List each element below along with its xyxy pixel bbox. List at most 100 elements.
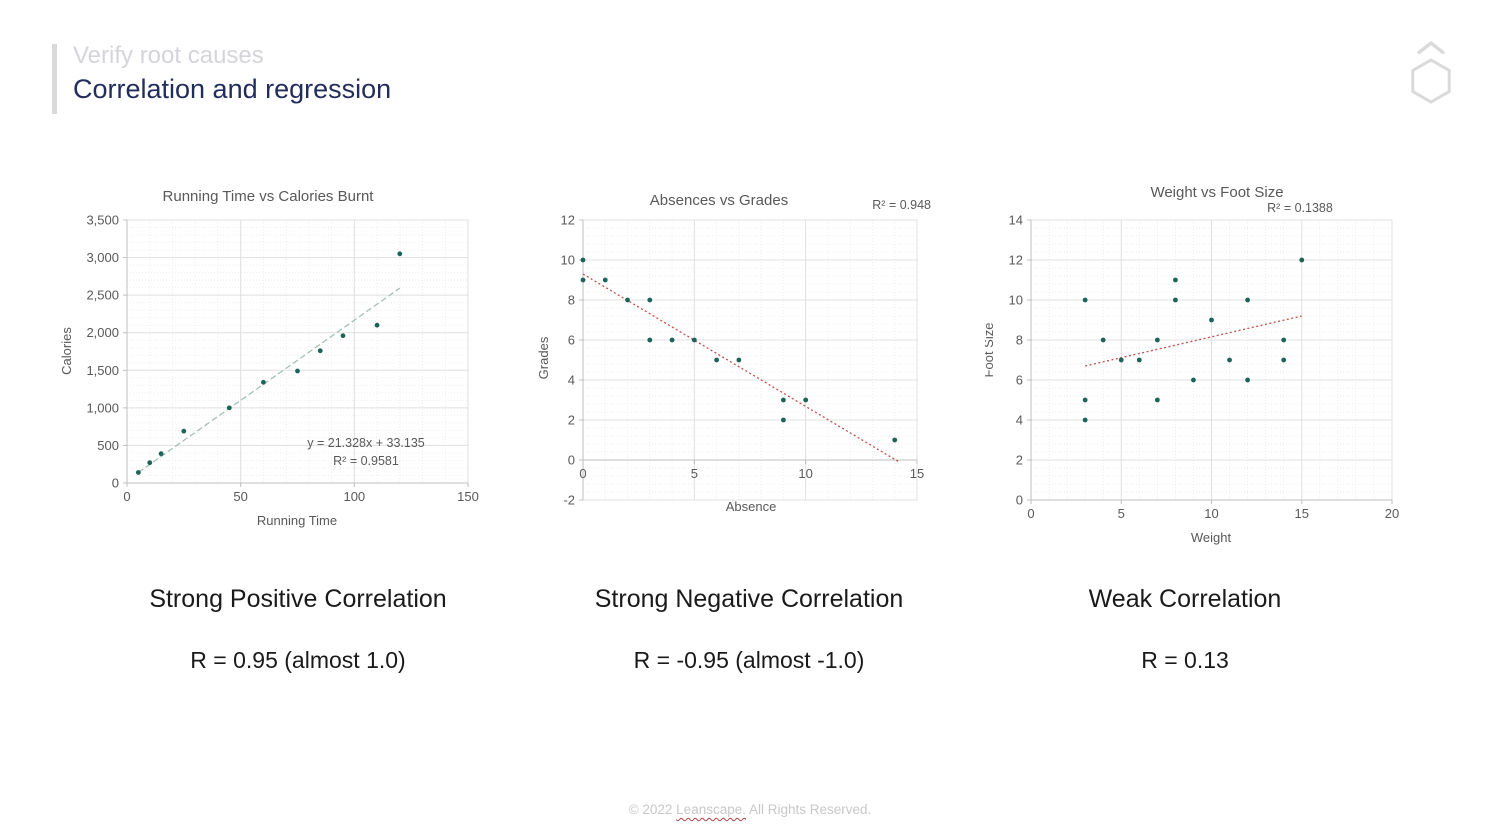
data-point: [226, 405, 232, 411]
scatter-chart-absences-vs-grades: -2 0 2 4 6 8 10 12 0 5 10 15 Absences vs Grades Absen…: [536, 192, 931, 514]
x-tick-label: 50: [233, 489, 247, 504]
data-point: [669, 337, 675, 343]
caption-r-value: R = 0.95 (almost 1.0): [190, 647, 406, 673]
y-tick-label: 2: [568, 413, 575, 428]
y-tick-label: 8: [568, 293, 575, 308]
data-point: [1082, 397, 1088, 403]
x-tick-label: 15: [1295, 506, 1309, 521]
data-point: [580, 257, 586, 263]
trendline-r-squared: R² = 0.9581: [333, 454, 399, 468]
data-point: [625, 297, 630, 303]
x-tick-label: 5: [691, 466, 698, 481]
data-point: [1082, 297, 1088, 303]
x-tick-label: 0: [1027, 506, 1034, 521]
y-tick-label: 12: [1009, 253, 1023, 268]
data-point: [1100, 337, 1106, 343]
y-tick-label: 6: [1016, 373, 1023, 388]
plot-border: [582, 219, 918, 501]
data-point: [1154, 337, 1160, 343]
data-point: [1082, 417, 1088, 423]
data-point: [295, 368, 300, 374]
data-point: [714, 357, 719, 363]
data-point: [135, 470, 141, 475]
data-point: [1245, 377, 1250, 383]
data-point: [1154, 397, 1160, 403]
footer-brand: Leanscape.: [676, 802, 746, 817]
data-point: [803, 397, 809, 403]
scatter-chart-running-time-vs-calories: 0 500 1,000 1,500 2,000 2,500 3,000 3,500 0 50 100…: [60, 188, 479, 528]
data-point: [1209, 317, 1214, 323]
data-point: [1173, 277, 1178, 283]
y-tick-label: 2: [1016, 453, 1023, 468]
x-tick-label: 5: [1118, 506, 1125, 521]
trendline: [137, 287, 401, 474]
y-tick-label: 4: [1016, 413, 1023, 428]
data-point: [602, 277, 608, 283]
caption-r-value: R = -0.95 (almost -1.0): [633, 647, 865, 673]
chart-title: Absences vs Grades: [650, 192, 788, 209]
data-point: [181, 428, 187, 434]
data-point: [261, 379, 266, 385]
footer-prefix: © 2022: [628, 802, 677, 817]
caption-weak: Weak Correlation R = 0.13: [935, 584, 1435, 675]
x-tick-label: 20: [1385, 506, 1399, 521]
y-tick-label: 0: [1016, 493, 1023, 508]
scatter-chart-weight-vs-foot-size: 0 2 4 6 8 10 12 14 0 5 10 15 20 Weight vs Foot Size We…: [985, 184, 1399, 545]
y-tick-label: 2,500: [86, 288, 119, 303]
x-tick-label: 0: [579, 466, 586, 481]
data-point: [781, 397, 786, 403]
y-tick-label: 2,000: [86, 325, 119, 340]
y-axis-title: Calories: [60, 327, 74, 375]
x-tick-label: 10: [798, 466, 812, 481]
y-tick-label: -2: [563, 493, 575, 508]
data-point: [691, 337, 697, 343]
x-tick-label: 150: [457, 489, 479, 504]
data-point: [1281, 337, 1287, 343]
y-tick-label: 6: [568, 333, 575, 348]
data-point: [736, 357, 742, 363]
caption-title: Weak Correlation: [1088, 585, 1282, 613]
caption-title: Strong Positive Correlation: [149, 585, 447, 613]
header-kicker: Verify root causes: [73, 42, 264, 69]
y-tick-label: 3,000: [86, 250, 119, 265]
trendline-r-squared: R² = 0.1388: [1267, 201, 1333, 215]
data-point: [892, 437, 898, 443]
footer-suffix: All Rights Reserved.: [745, 802, 872, 817]
y-tick-label: 500: [97, 438, 119, 453]
header-accent-bar: [52, 44, 57, 114]
data-point: [397, 251, 403, 257]
data-point: [158, 451, 164, 457]
data-point: [580, 277, 586, 283]
leanscape-hexagon-logo-icon: [1400, 36, 1462, 110]
y-tick-label: 12: [561, 213, 575, 228]
y-axis-title: Foot Size: [985, 323, 996, 378]
data-point: [1118, 357, 1124, 363]
caption-strong-positive: Strong Positive Correlation R = 0.95 (al…: [48, 584, 548, 675]
y-axis-title: Grades: [536, 336, 551, 379]
y-tick-label: 1,000: [86, 400, 119, 415]
x-axis-title: Absence: [726, 499, 777, 514]
data-point: [1245, 297, 1250, 303]
chart-title: Running Time vs Calories Burnt: [163, 188, 375, 205]
trendline-r-squared: R² = 0.948: [872, 198, 931, 212]
data-point: [1227, 357, 1232, 363]
footer-copyright: © 2022 Leanscape. All Rights Reserved.: [0, 802, 1500, 817]
data-point: [647, 337, 653, 343]
y-tick-label: 4: [568, 373, 575, 388]
caption-r-value: R = 0.13: [1141, 647, 1229, 673]
data-point: [1136, 357, 1142, 363]
x-tick-label: 100: [343, 489, 365, 504]
y-tick-label: 0: [568, 453, 575, 468]
data-point: [317, 348, 323, 354]
trendline-equation: y = 21.328x + 33.135: [307, 436, 425, 450]
y-tick-label: 0: [112, 476, 119, 491]
data-point: [1281, 357, 1287, 363]
y-tick-label: 1,500: [86, 363, 119, 378]
data-point: [1173, 297, 1178, 303]
caption-strong-negative: Strong Negative Correlation R = -0.95 (a…: [499, 584, 999, 675]
x-tick-label: 10: [1204, 506, 1218, 521]
data-point: [340, 333, 346, 339]
data-point: [147, 460, 153, 466]
y-tick-label: 10: [1009, 293, 1023, 308]
